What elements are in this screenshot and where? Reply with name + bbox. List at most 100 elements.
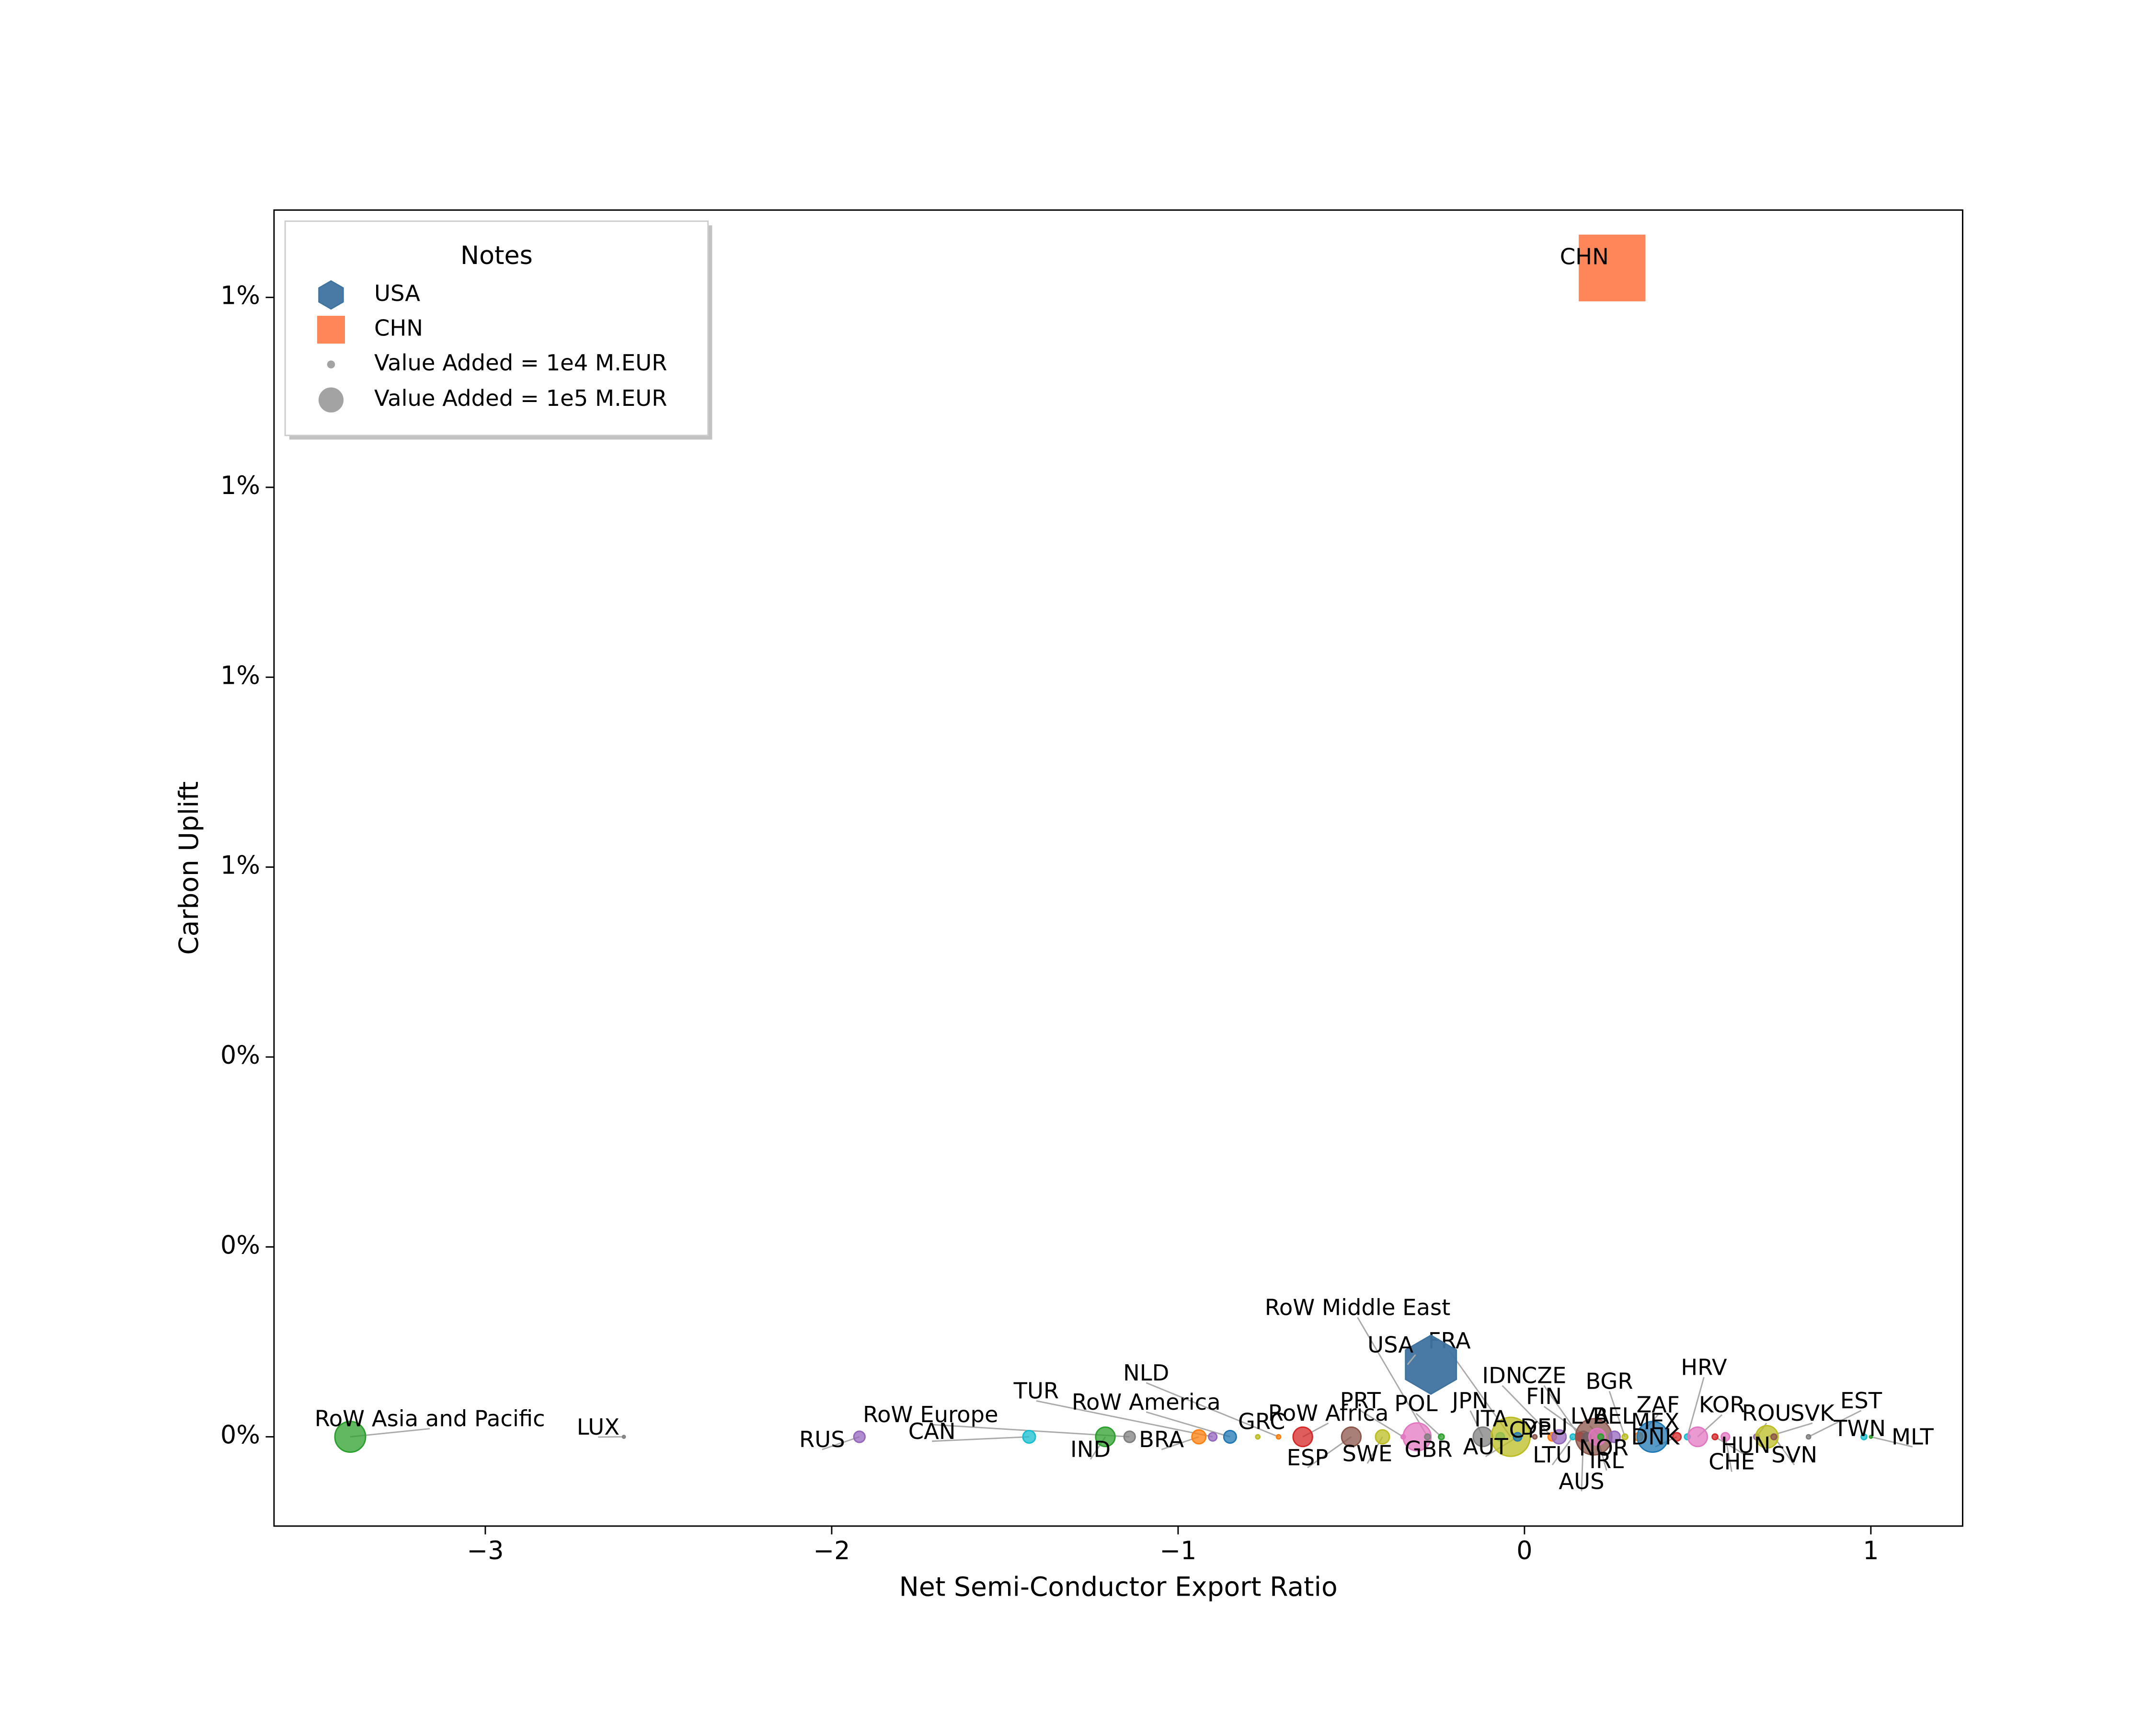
legend-marker xyxy=(317,316,345,344)
point-label: LTU xyxy=(1533,1442,1572,1468)
leader-line xyxy=(1714,1436,1746,1456)
point xyxy=(1860,1433,1868,1440)
legend-marker xyxy=(318,280,344,310)
point xyxy=(1805,1434,1812,1440)
point xyxy=(1123,1430,1136,1443)
point xyxy=(1869,1435,1873,1439)
point-label: MLT xyxy=(1892,1424,1934,1449)
point-label: ZAF xyxy=(1636,1392,1679,1418)
point-label: AUT xyxy=(1463,1434,1509,1460)
point-label: GRC xyxy=(1238,1408,1285,1434)
leader-line xyxy=(1036,1400,1213,1438)
point xyxy=(1424,1433,1431,1440)
point-label: GBR xyxy=(1405,1437,1453,1462)
x-tick-label: 0 xyxy=(1516,1537,1532,1565)
x-axis-label: Net Semi-Conductor Export Ratio xyxy=(899,1572,1338,1603)
leader-line xyxy=(1146,1382,1279,1438)
y-tick-label: 1% xyxy=(220,282,260,310)
leader-line xyxy=(1415,1413,1442,1438)
legend: Notes USA CHN Value Added = 1e4 M.EUR Value… xyxy=(284,220,712,440)
x-tick-label: −3 xyxy=(467,1537,504,1565)
y-tick-label: 0% xyxy=(220,1421,260,1450)
highlight-point xyxy=(1405,1334,1457,1395)
plot-frame xyxy=(273,209,1963,1527)
point xyxy=(853,1430,866,1443)
point xyxy=(1208,1432,1218,1442)
point xyxy=(1711,1433,1719,1440)
point-label: RoW Asia and Pacific xyxy=(315,1406,545,1432)
point-label: ITA xyxy=(1474,1406,1508,1432)
point-label: NLD xyxy=(1123,1360,1169,1386)
x-tick-label: −1 xyxy=(1159,1537,1196,1565)
point-label: RUS xyxy=(799,1426,845,1452)
point-label: IND xyxy=(1070,1437,1111,1462)
point-label: SVN xyxy=(1771,1442,1817,1468)
point xyxy=(1191,1429,1207,1445)
point-label: CYP xyxy=(1509,1417,1551,1443)
point xyxy=(1375,1429,1390,1445)
leader-line xyxy=(932,1436,1030,1442)
point xyxy=(1513,1432,1523,1442)
leader-line xyxy=(822,1436,860,1450)
y-tick-label: 1% xyxy=(220,851,260,880)
point xyxy=(1490,1416,1531,1457)
point xyxy=(1636,1421,1669,1453)
point-label: PRT xyxy=(1340,1388,1381,1414)
point-label: LUX xyxy=(577,1414,619,1440)
legend-box xyxy=(284,220,709,437)
leader-line xyxy=(1551,1436,1574,1465)
point-label: SWE xyxy=(1342,1440,1393,1466)
legend-label: CHN xyxy=(374,315,423,341)
point-label: TWN xyxy=(1833,1415,1886,1441)
legend-title: Notes xyxy=(460,242,533,270)
point-label: LVA xyxy=(1571,1403,1610,1429)
leader-line xyxy=(1724,1437,1732,1472)
point-label: HRV xyxy=(1681,1354,1727,1380)
point-label: RoW Middle East xyxy=(1265,1294,1451,1320)
point xyxy=(1770,1433,1778,1440)
point-label: CZE xyxy=(1522,1363,1567,1389)
point-label: DNK xyxy=(1631,1424,1680,1449)
leader-line xyxy=(1808,1410,1862,1438)
point-label: BRA xyxy=(1139,1426,1184,1452)
point-label: CHE xyxy=(1709,1449,1755,1475)
leader-line xyxy=(1407,1354,1416,1365)
point xyxy=(1621,1433,1628,1440)
legend-label: USA xyxy=(374,280,420,306)
y-tick-label: 0% xyxy=(220,1041,260,1070)
point-label: HUN xyxy=(1721,1432,1771,1458)
point-label: BEL xyxy=(1593,1403,1634,1429)
y-axis-label: Carbon Uplift xyxy=(174,781,205,954)
point-label: SVK xyxy=(1790,1400,1835,1426)
point-label: MEX xyxy=(1631,1408,1679,1434)
point-label: RoW Africa xyxy=(1268,1400,1389,1426)
point-label: IDN xyxy=(1482,1363,1522,1389)
y-tick-label: 1% xyxy=(220,472,260,500)
point-label: DEU xyxy=(1520,1414,1568,1440)
x-tick-label: −2 xyxy=(813,1537,850,1565)
point xyxy=(1095,1426,1116,1448)
point xyxy=(621,1435,626,1439)
point-label: ESP xyxy=(1287,1445,1329,1471)
point xyxy=(1608,1430,1621,1443)
point xyxy=(1223,1430,1237,1444)
point xyxy=(1255,1434,1261,1440)
highlight-label: CHN xyxy=(1560,243,1609,269)
point xyxy=(1551,1429,1567,1445)
point-label: EST xyxy=(1840,1388,1882,1414)
legend-label: Value Added = 1e4 M.EUR xyxy=(374,350,667,376)
point xyxy=(1275,1434,1282,1440)
point-label: AUS xyxy=(1559,1468,1604,1494)
point xyxy=(1532,1434,1538,1440)
x-tick-label: 1 xyxy=(1863,1537,1879,1565)
point-label: ROU xyxy=(1742,1400,1791,1426)
point xyxy=(1438,1433,1445,1440)
legend-size-marker xyxy=(318,387,344,413)
point xyxy=(1022,1430,1036,1444)
leader-line xyxy=(1146,1411,1230,1438)
point-label: POL xyxy=(1394,1391,1438,1416)
point xyxy=(1687,1426,1709,1448)
point-label: TUR xyxy=(1013,1378,1059,1404)
